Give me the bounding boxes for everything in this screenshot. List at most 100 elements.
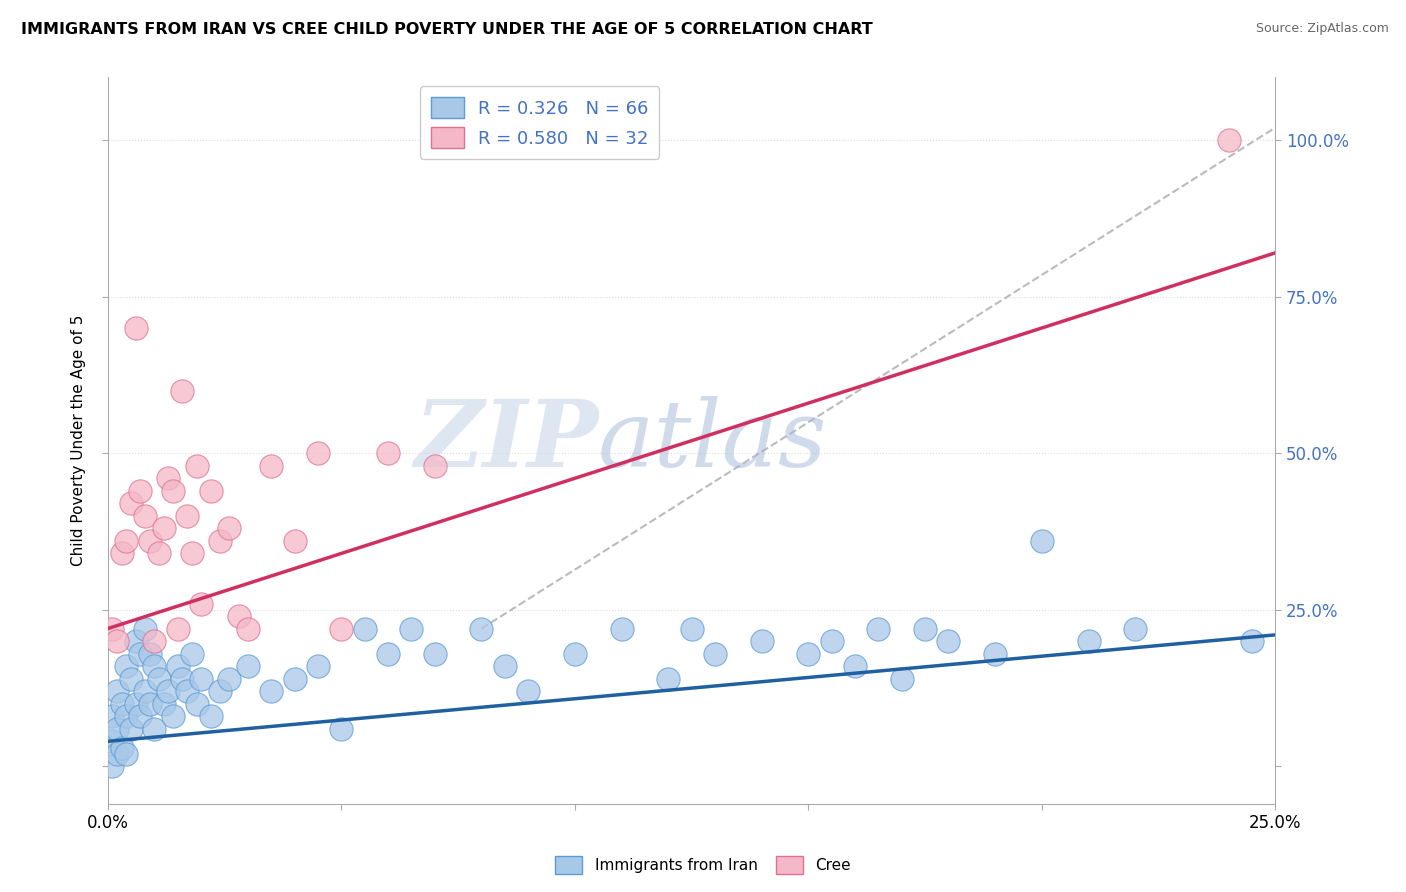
- Point: [129, 709, 152, 723]
- Point: [139, 647, 162, 661]
- Point: [186, 697, 208, 711]
- Point: [657, 672, 679, 686]
- Legend: Immigrants from Iran, Cree: Immigrants from Iran, Cree: [548, 850, 858, 880]
- Point: [208, 533, 231, 548]
- Point: [208, 684, 231, 698]
- Point: [111, 740, 134, 755]
- Point: [115, 533, 138, 548]
- Point: [868, 622, 890, 636]
- Point: [176, 684, 198, 698]
- Point: [166, 622, 188, 636]
- Point: [844, 659, 866, 673]
- Point: [938, 634, 960, 648]
- Point: [190, 597, 212, 611]
- Point: [101, 734, 124, 748]
- Point: [101, 709, 124, 723]
- Point: [260, 458, 283, 473]
- Point: [134, 684, 156, 698]
- Legend: R = 0.326   N = 66, R = 0.580   N = 32: R = 0.326 N = 66, R = 0.580 N = 32: [420, 87, 659, 159]
- Point: [111, 697, 134, 711]
- Point: [162, 709, 184, 723]
- Point: [423, 647, 446, 661]
- Text: Source: ZipAtlas.com: Source: ZipAtlas.com: [1256, 22, 1389, 36]
- Point: [1077, 634, 1099, 648]
- Point: [186, 458, 208, 473]
- Point: [353, 622, 375, 636]
- Point: [101, 622, 124, 636]
- Point: [180, 546, 202, 560]
- Point: [1218, 133, 1240, 147]
- Point: [143, 722, 166, 736]
- Point: [129, 647, 152, 661]
- Point: [470, 622, 492, 636]
- Point: [751, 634, 773, 648]
- Point: [218, 521, 240, 535]
- Point: [330, 722, 353, 736]
- Point: [120, 672, 142, 686]
- Point: [148, 672, 170, 686]
- Point: [120, 496, 142, 510]
- Point: [284, 533, 307, 548]
- Point: [681, 622, 703, 636]
- Point: [172, 384, 194, 398]
- Point: [157, 684, 180, 698]
- Point: [377, 446, 399, 460]
- Point: [564, 647, 586, 661]
- Point: [180, 647, 202, 661]
- Point: [105, 747, 128, 761]
- Point: [153, 697, 176, 711]
- Point: [797, 647, 820, 661]
- Point: [134, 622, 156, 636]
- Point: [105, 722, 128, 736]
- Point: [377, 647, 399, 661]
- Point: [166, 659, 188, 673]
- Point: [105, 684, 128, 698]
- Point: [148, 546, 170, 560]
- Point: [914, 622, 936, 636]
- Point: [1123, 622, 1146, 636]
- Point: [330, 622, 353, 636]
- Point: [200, 483, 222, 498]
- Point: [218, 672, 240, 686]
- Point: [125, 321, 148, 335]
- Point: [172, 672, 194, 686]
- Point: [153, 521, 176, 535]
- Point: [139, 533, 162, 548]
- Point: [139, 697, 162, 711]
- Point: [890, 672, 912, 686]
- Text: IMMIGRANTS FROM IRAN VS CREE CHILD POVERTY UNDER THE AGE OF 5 CORRELATION CHART: IMMIGRANTS FROM IRAN VS CREE CHILD POVER…: [21, 22, 873, 37]
- Point: [228, 609, 250, 624]
- Point: [125, 634, 148, 648]
- Point: [1031, 533, 1053, 548]
- Point: [157, 471, 180, 485]
- Point: [115, 659, 138, 673]
- Point: [517, 684, 540, 698]
- Point: [703, 647, 725, 661]
- Point: [284, 672, 307, 686]
- Point: [176, 508, 198, 523]
- Point: [143, 659, 166, 673]
- Point: [120, 722, 142, 736]
- Point: [115, 747, 138, 761]
- Point: [105, 634, 128, 648]
- Point: [134, 508, 156, 523]
- Y-axis label: Child Poverty Under the Age of 5: Child Poverty Under the Age of 5: [72, 315, 86, 566]
- Point: [162, 483, 184, 498]
- Point: [101, 759, 124, 773]
- Point: [143, 634, 166, 648]
- Point: [115, 709, 138, 723]
- Point: [307, 659, 329, 673]
- Point: [1241, 634, 1264, 648]
- Point: [260, 684, 283, 698]
- Point: [190, 672, 212, 686]
- Point: [125, 697, 148, 711]
- Point: [494, 659, 516, 673]
- Point: [401, 622, 423, 636]
- Point: [200, 709, 222, 723]
- Point: [236, 659, 259, 673]
- Text: ZIP: ZIP: [413, 396, 598, 486]
- Point: [423, 458, 446, 473]
- Point: [129, 483, 152, 498]
- Point: [610, 622, 633, 636]
- Point: [984, 647, 1007, 661]
